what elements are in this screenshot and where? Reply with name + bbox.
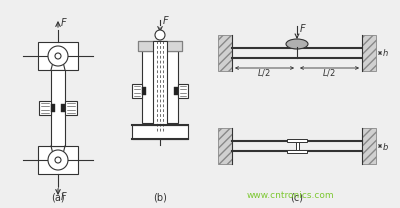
Bar xyxy=(296,142,298,150)
Text: $L/2$: $L/2$ xyxy=(322,68,336,78)
Bar xyxy=(287,150,307,153)
Bar xyxy=(174,87,178,95)
Bar xyxy=(362,35,376,71)
Circle shape xyxy=(155,30,165,40)
Polygon shape xyxy=(138,41,182,51)
Bar xyxy=(51,104,55,112)
Bar xyxy=(142,51,178,123)
Bar xyxy=(362,128,376,164)
Bar xyxy=(138,41,182,51)
Bar xyxy=(51,70,65,146)
Text: $F$: $F$ xyxy=(60,190,68,202)
Text: $F$: $F$ xyxy=(299,22,307,34)
Bar xyxy=(65,101,77,115)
Bar xyxy=(218,35,232,71)
Text: (a): (a) xyxy=(51,192,65,202)
Circle shape xyxy=(55,53,61,59)
Text: (c): (c) xyxy=(290,192,304,202)
Bar xyxy=(218,128,232,164)
Circle shape xyxy=(48,150,68,170)
Bar xyxy=(38,146,78,174)
Bar xyxy=(178,84,188,98)
Bar xyxy=(61,104,65,112)
Text: $h$: $h$ xyxy=(382,47,389,58)
Bar xyxy=(153,41,167,131)
Text: $b$: $b$ xyxy=(382,140,389,151)
Circle shape xyxy=(48,46,68,66)
Ellipse shape xyxy=(286,39,308,49)
Text: www.cntronics.com: www.cntronics.com xyxy=(246,191,334,200)
Bar xyxy=(287,139,307,142)
Text: $L/2$: $L/2$ xyxy=(257,68,271,78)
Bar xyxy=(132,125,188,139)
Bar xyxy=(38,42,78,70)
Bar xyxy=(142,87,146,95)
Bar xyxy=(132,84,142,98)
Text: $F$: $F$ xyxy=(162,14,170,26)
Text: $F$: $F$ xyxy=(60,16,68,28)
Circle shape xyxy=(55,157,61,163)
Text: (b): (b) xyxy=(153,192,167,202)
Bar xyxy=(39,101,51,115)
